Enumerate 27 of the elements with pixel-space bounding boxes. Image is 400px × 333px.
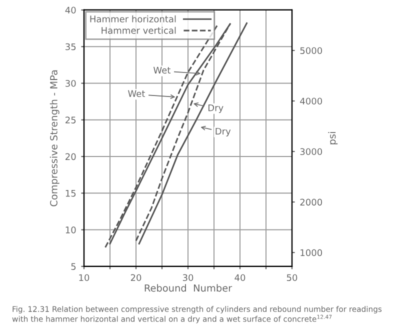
y-tick-label: 40 xyxy=(65,6,76,14)
annotation: Dry xyxy=(208,104,224,113)
y-axis-title: Compressive Strength - MPa xyxy=(50,70,60,206)
y-tick-label: 25 xyxy=(66,116,76,124)
y2-axis-title: psi xyxy=(328,132,338,144)
legend-label: Hammer horizontal xyxy=(90,15,176,22)
legend-label: Hammer vertical xyxy=(102,26,176,34)
y-tick-label: 35 xyxy=(66,43,76,50)
annotation: Dry xyxy=(216,128,231,136)
y-tick-label: 5 xyxy=(71,263,76,270)
x-tick-label: 20 xyxy=(130,274,142,282)
y2-tick-label: 5000 xyxy=(300,47,322,54)
y-tick-label: 20 xyxy=(66,153,76,160)
y2-tick-label: 1000 xyxy=(300,249,322,256)
annotation: Wet xyxy=(153,66,170,74)
annotation: Wet xyxy=(128,90,145,98)
y2-tick-label: 4000 xyxy=(300,98,322,105)
x-axis-title: Rebound Number xyxy=(144,284,232,292)
y2-tick-label: 2000 xyxy=(300,198,322,206)
x-tick-label: 40 xyxy=(234,274,246,282)
y-tick-label: 10 xyxy=(66,226,76,234)
x-tick-label: 30 xyxy=(182,274,194,282)
x-tick-label: 10 xyxy=(79,274,90,282)
y2-tick-label: 3000 xyxy=(300,148,322,156)
y-tick-label: 15 xyxy=(66,190,76,197)
y-tick-label: 30 xyxy=(66,80,76,87)
x-tick-label: 50 xyxy=(286,274,298,282)
